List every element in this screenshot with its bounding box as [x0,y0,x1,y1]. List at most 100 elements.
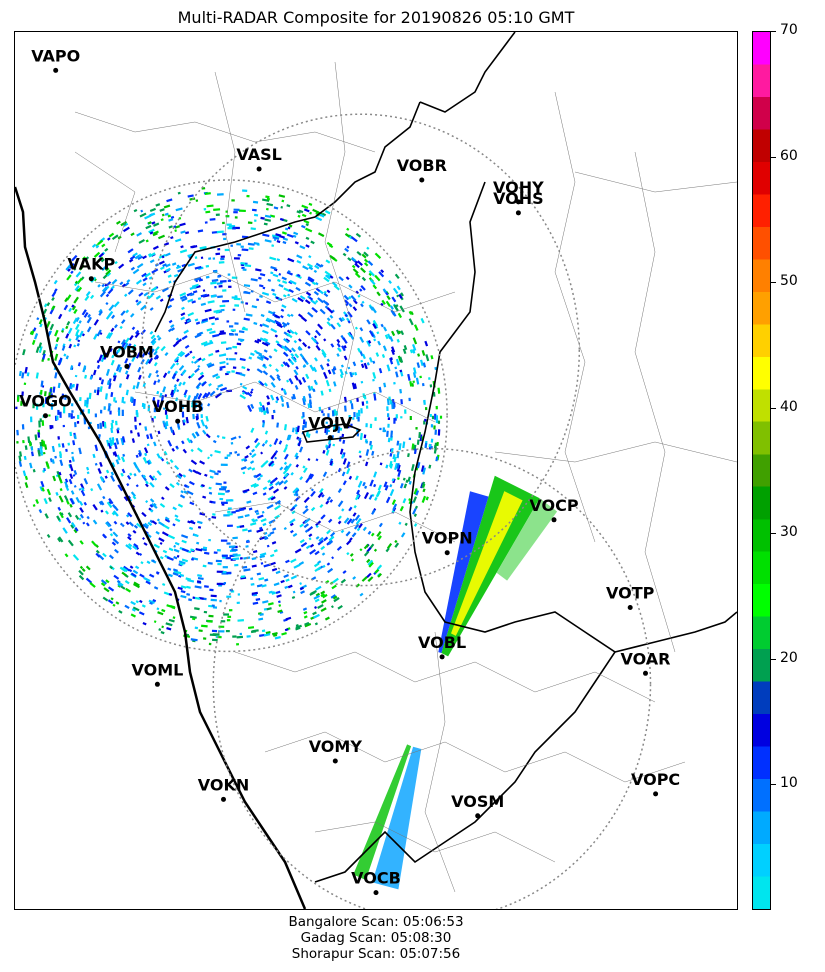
echo-cell [313,269,318,273]
echo-cell [325,446,329,451]
echo-cell [64,553,69,558]
echo-cell [399,305,405,313]
echo-cell [85,577,93,584]
echo-cell [408,437,412,441]
station-voar[interactable]: VOAR [621,649,671,676]
echo-cell [396,440,400,446]
station-vohy[interactable]: VOHY [493,178,544,205]
echo-cell [214,317,219,321]
echo-sector [438,491,489,653]
echo-cell [16,396,20,402]
echo-cell [270,266,277,270]
station-vobr[interactable]: VOBR [397,156,447,183]
echo-cell [288,349,292,353]
echo-cell [326,289,331,294]
echo-cell [172,616,176,620]
echo-cell [63,495,69,502]
echo-cell [223,613,229,616]
echo-cell [261,510,265,514]
echo-cell [312,208,320,214]
echo-cell [143,456,147,461]
echo-cell [112,451,116,456]
echo-cell [39,446,44,454]
echo-cell [142,621,147,626]
echo-cell [92,453,96,459]
station-vojv[interactable]: VOJV [308,414,353,441]
echo-cell [321,494,325,498]
echo-cell [226,542,231,545]
echo-cell [18,451,23,457]
echo-cell [176,389,180,393]
station-vasl[interactable]: VASL [236,145,282,172]
echo-cell [258,284,264,288]
station-dot [43,413,48,419]
echo-cell [356,397,359,402]
echo-cell [83,501,88,506]
echo-cell [349,553,354,557]
station-vohb[interactable]: VOHB [152,397,203,424]
echo-cell [234,295,238,298]
echo-cell [252,550,258,554]
station-votp[interactable]: VOTP [606,584,655,611]
echo-cell [220,308,225,312]
echo-cell [155,571,160,575]
echo-cell [161,255,165,259]
echo-cell [42,349,46,356]
echo-cell [299,446,304,453]
echo-cell [189,501,195,506]
echo-cell [408,310,413,315]
echo-cell [252,518,258,523]
echo-cell [161,531,169,537]
station-vakp[interactable]: VAKP [67,255,115,282]
echo-cell [219,488,227,491]
echo-cell [78,569,84,576]
echo-cell [372,372,377,379]
station-vopn[interactable]: VOPN [422,529,473,556]
echo-cell [263,563,270,568]
station-vomy[interactable]: VOMY [309,737,363,764]
echo-cell [355,475,359,481]
echo-cell [79,540,84,545]
echo-cell [222,221,225,225]
echo-cell [256,338,262,343]
station-vopc[interactable]: VOPC [631,770,680,797]
station-vohs[interactable]: VOHS [493,189,544,216]
station-vobl[interactable]: VOBL [418,633,466,660]
echo-cell [397,469,402,478]
echo-cell [352,576,357,580]
echo-cell [205,391,211,399]
echo-cell [134,424,138,430]
echo-cell [72,317,78,325]
echo-cell [330,323,336,330]
echo-cell [383,481,388,488]
echo-cell [266,504,274,510]
station-voml[interactable]: VOML [131,660,183,687]
echo-cell [198,629,203,632]
station-vosm[interactable]: VOSM [451,792,504,819]
station-vokn[interactable]: VOKN [198,775,250,802]
echo-cell [108,554,114,560]
echo-cell [73,470,78,475]
radar-map[interactable]: VAPO VASL VOBR VOHY VOHS VAKP VOBM VOGO VOHB VOJV… [14,31,738,910]
echo-cell [365,405,369,409]
echo-cell [315,329,322,337]
echo-cell [160,496,165,500]
station-vocb[interactable]: VOCB [351,869,401,896]
echo-cell [290,313,294,317]
echo-cell [289,279,297,285]
station-vapo[interactable]: VAPO [31,46,80,73]
echo-cell [363,550,370,557]
echo-cell [149,348,155,355]
station-vogo[interactable]: VOGO [19,392,72,419]
echo-cell [186,437,192,444]
echo-cell [262,459,269,467]
echo-cell [408,498,412,502]
echo-cell [225,215,230,218]
station-vobm[interactable]: VOBM [100,342,154,369]
station-dot [627,605,633,610]
station-vocp[interactable]: VOCP [529,496,579,523]
echo-cell [247,404,253,412]
echo-cell [164,252,171,257]
echo-cell [200,340,208,346]
echo-cell [69,497,75,505]
